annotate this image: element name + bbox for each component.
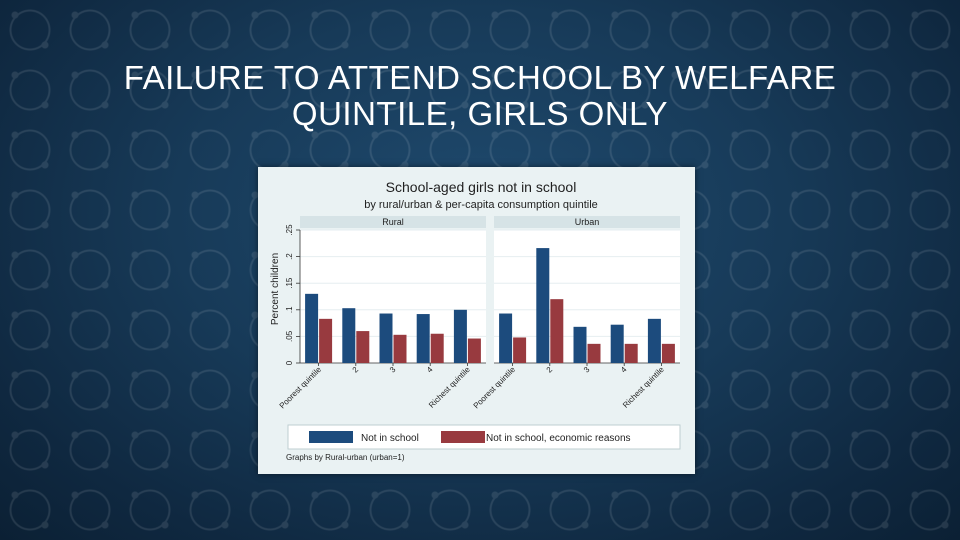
y-tick-label: 0 xyxy=(285,360,294,365)
chart-image: School-aged girls not in school by rural… xyxy=(258,167,695,474)
bar-urban-not-in-school xyxy=(536,248,550,363)
bar-rural-not-in-school xyxy=(379,313,393,363)
y-tick-label: .05 xyxy=(285,330,294,342)
legend: Not in school Not in school, economic re… xyxy=(287,424,681,450)
x-tick-label: 2 xyxy=(545,365,555,375)
legend-label-series-2: Not in school, economic reasons xyxy=(486,433,631,444)
x-tick-label: Poorest quintile xyxy=(278,365,324,411)
chart-subtitle: by rural/urban & per-capita consumption … xyxy=(364,199,598,211)
y-axis-label: Percent children xyxy=(270,253,281,325)
bar-rural-not-in-school xyxy=(305,293,319,363)
bar-chart: School-aged girls not in school by rural… xyxy=(270,179,681,462)
panel-strip xyxy=(494,216,680,228)
bar-urban-not-in-school xyxy=(610,324,624,363)
legend-label-series-1: Not in school xyxy=(361,433,419,444)
legend-swatch-series-2 xyxy=(441,431,485,443)
bar-rural-not-in-school xyxy=(416,314,430,363)
bar-urban-economic-reasons xyxy=(587,343,601,363)
panel-strip xyxy=(300,216,486,228)
bar-urban-economic-reasons xyxy=(513,337,527,363)
x-tick-label: 4 xyxy=(619,365,629,375)
slide-title-line-2: QUINTILE, GIRLS ONLY xyxy=(291,95,669,132)
legend-swatch-series-1 xyxy=(309,431,353,443)
bar-rural-economic-reasons xyxy=(430,333,444,363)
y-tick-label: .1 xyxy=(285,306,294,313)
y-tick-label: .15 xyxy=(285,277,294,289)
bar-urban-economic-reasons xyxy=(624,343,638,363)
bar-urban-economic-reasons xyxy=(550,299,564,363)
slide-title-line-1: FAILURE TO ATTEND SCHOOL BY WELFARE xyxy=(123,59,837,96)
legend-box xyxy=(287,424,681,450)
x-tick-label: 3 xyxy=(388,365,398,375)
y-tick-label: .25 xyxy=(285,224,294,236)
x-tick-label: 3 xyxy=(582,365,592,375)
bar-rural-economic-reasons xyxy=(319,318,333,363)
panel-strip-label: Rural xyxy=(382,217,404,227)
bar-rural-economic-reasons xyxy=(393,334,407,363)
bar-rural-economic-reasons xyxy=(467,338,481,363)
x-tick-label: 2 xyxy=(351,365,361,375)
x-tick-label: Poorest quintile xyxy=(472,365,518,411)
bar-urban-not-in-school xyxy=(573,326,587,363)
x-tick-label: 4 xyxy=(425,365,435,375)
bar-rural-economic-reasons xyxy=(356,331,370,363)
bar-urban-economic-reasons xyxy=(661,343,675,363)
bar-rural-not-in-school xyxy=(342,308,356,363)
chart-title: School-aged girls not in school xyxy=(386,179,577,195)
slide-title: FAILURE TO ATTEND SCHOOL BY WELFARE QUIN… xyxy=(0,60,960,132)
y-tick-label: .2 xyxy=(285,253,294,260)
bar-rural-not-in-school xyxy=(453,309,467,363)
bar-urban-not-in-school xyxy=(499,313,513,363)
bar-urban-not-in-school xyxy=(647,318,661,363)
panel-strip-label: Urban xyxy=(575,217,600,227)
chart-note: Graphs by Rural-urban (urban=1) xyxy=(286,453,405,462)
